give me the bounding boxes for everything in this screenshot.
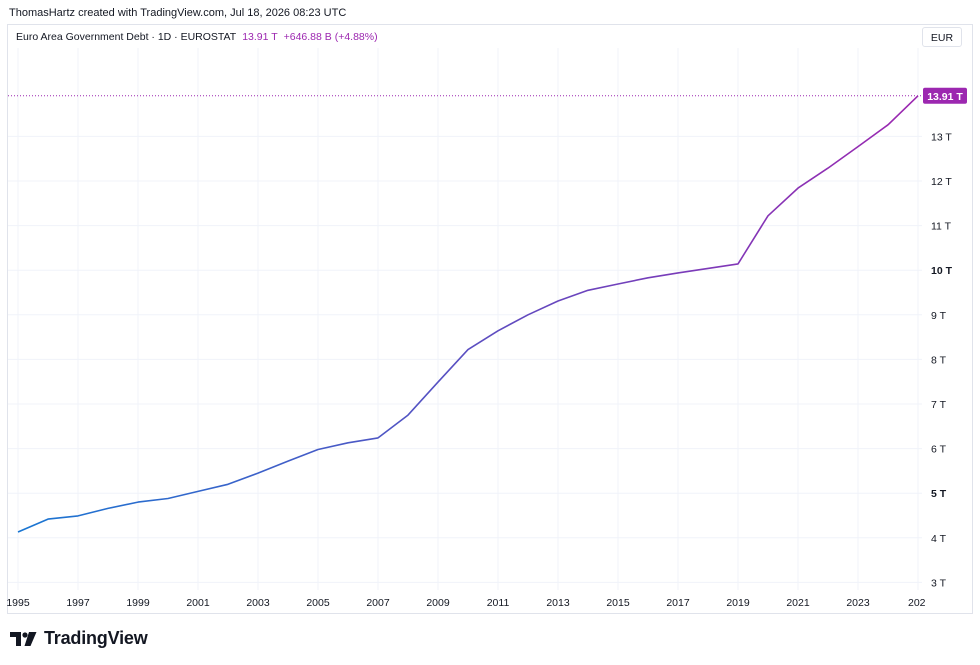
x-tick-label: 2005 xyxy=(306,597,330,609)
x-tick-label: 2001 xyxy=(186,597,210,609)
price-tag-layer: 13.91 T xyxy=(8,87,967,104)
y-tick-label: 9 T xyxy=(931,310,947,322)
attribution-text: ThomasHartz created with TradingView.com… xyxy=(9,7,347,19)
price-tag-label: 13.91 T xyxy=(927,91,963,103)
legend[interactable]: Euro Area Government Debt · 1D · EUROSTA… xyxy=(16,31,378,43)
x-tick-label: 2017 xyxy=(666,597,690,609)
x-tick-label: 1995 xyxy=(6,597,30,609)
x-tick-label: 1999 xyxy=(126,597,150,609)
x-tick-label: 2015 xyxy=(606,597,630,609)
x-tick-label: 2013 xyxy=(546,597,570,609)
y-tick-label: 12 T xyxy=(931,176,952,188)
series-line[interactable] xyxy=(17,95,919,533)
y-tick-label: 6 T xyxy=(931,444,947,456)
y-tick-label: 10 T xyxy=(931,265,953,277)
series-layer xyxy=(17,95,919,533)
legend-change: +646.88 B (+4.88%) xyxy=(283,31,378,43)
y-tick-label: 5 T xyxy=(931,488,947,500)
y-tick-label: 11 T xyxy=(931,221,952,233)
price-tag-badge xyxy=(923,87,967,104)
x-tick-label: 2009 xyxy=(426,597,450,609)
legend-symbol: Euro Area Government Debt · 1D · EUROSTA… xyxy=(16,31,237,43)
y-tick-label: 8 T xyxy=(931,354,947,366)
x-tick-label: 1997 xyxy=(66,597,90,609)
x-tick-label: 2019 xyxy=(726,597,750,609)
x-tick-label: 2003 xyxy=(246,597,270,609)
grid-lines xyxy=(8,48,922,590)
tradingview-logo-icon xyxy=(10,631,37,646)
x-tick-label: 202 xyxy=(908,597,926,609)
x-tick-label: 2023 xyxy=(846,597,870,609)
x-tick-label: 2011 xyxy=(487,597,510,609)
y-tick-label: 3 T xyxy=(931,577,947,589)
currency-button[interactable]: EUR xyxy=(922,27,962,47)
y-tick-label: 4 T xyxy=(931,533,947,545)
brand[interactable]: TradingView xyxy=(10,628,148,649)
chart-frame xyxy=(7,24,973,614)
y-tick-label: 13 T xyxy=(931,131,952,143)
y-tick-label: 7 T xyxy=(931,399,947,411)
x-tick-label: 2021 xyxy=(786,597,810,609)
brand-name: TradingView xyxy=(44,628,148,648)
axes: 3 T 4 T 5 T 6 T 7 T 8 T 9 T 10 T 11 T 12 T 13 T 199… xyxy=(6,131,952,609)
legend-last-value: 13.91 T xyxy=(242,31,278,43)
x-tick-label: 2007 xyxy=(366,597,390,609)
